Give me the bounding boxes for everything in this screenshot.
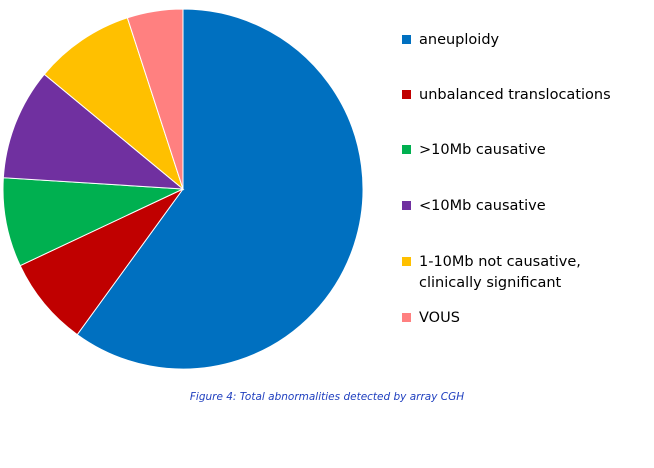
pie-slice-vous: [126, 8, 184, 190]
legend-label: >10Mb causative: [419, 142, 546, 158]
legend-swatch: [402, 90, 411, 99]
legend-item-1-10mb-not-causative: 1-10Mb not causative, clinically signifi…: [402, 252, 644, 294]
pie-slice-aneuploidy: [76, 8, 364, 370]
legend-label: aneuploidy: [419, 32, 500, 48]
pie-slice-10mb-causative: [2, 73, 185, 190]
pie-slice-1-10mb-not-causative-clinically-significant: [43, 17, 185, 191]
legend-label: 1-10Mb not causative, clinically signifi…: [419, 254, 581, 291]
legend-label: VOUS: [419, 310, 460, 326]
legend-item-vous: VOUS: [402, 308, 644, 329]
legend-swatch: [402, 35, 411, 44]
legend-swatch: [402, 145, 411, 154]
figure-caption: Figure 4: Total abnormalities detected b…: [189, 391, 465, 403]
legend-swatch: [402, 313, 411, 322]
pie-chart: [2, 8, 364, 370]
pie-slice-unbalanced-translocations: [19, 188, 184, 336]
legend-item-aneuploidy: aneuploidy: [402, 30, 644, 51]
legend-item-under-10mb-causative: <10Mb causative: [402, 196, 644, 217]
legend-swatch: [402, 201, 411, 210]
legend-item-unbalanced-translocations: unbalanced translocations: [402, 85, 644, 106]
legend-item-over-10mb-causative: >10Mb causative: [402, 140, 644, 161]
pie-slice-10mb-causative: [2, 177, 184, 267]
legend-label: unbalanced translocations: [419, 87, 611, 103]
legend-label: <10Mb causative: [419, 198, 546, 214]
legend-swatch: [402, 257, 411, 266]
